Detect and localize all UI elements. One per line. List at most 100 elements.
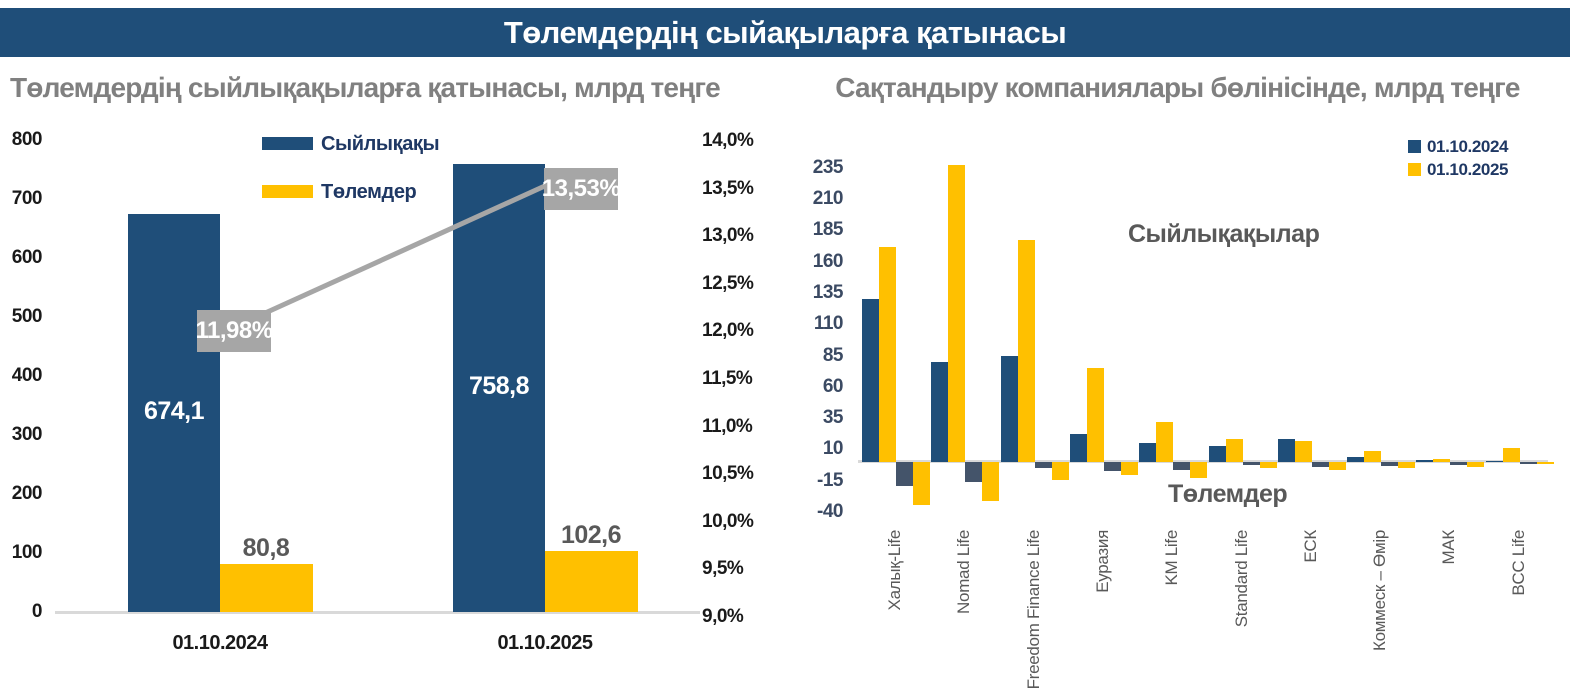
premium-bar: [1485, 460, 1503, 462]
legend-chip: [1408, 140, 1421, 153]
payment-bar: [1259, 462, 1277, 469]
value-axis-tick: -15: [817, 469, 843, 491]
legend-label: Сыйлықақы: [321, 133, 440, 155]
company-label: МАК: [1439, 530, 1459, 565]
payment-value-label: 102,6: [560, 521, 622, 550]
value-axis-tick: 135: [812, 281, 844, 303]
payment-bar: [896, 462, 913, 486]
premium-value-label: 674,1: [143, 397, 205, 426]
ratio-axis-tick: 9,5%: [702, 558, 744, 580]
premium-bar: [1502, 448, 1520, 462]
left-value-axis-tick: 200: [11, 483, 43, 504]
payment-bar: [1190, 462, 1208, 479]
premium-bar: [1433, 459, 1451, 462]
ratio-axis-tick: 14,0%: [702, 130, 754, 151]
ratio-axis-tick: 11,0%: [702, 415, 753, 437]
left-value-axis-tick: 400: [11, 365, 43, 386]
company-label: Standard Life: [1231, 530, 1251, 628]
x-axis-line: [858, 460, 1548, 463]
company-label: ЕСК: [1300, 530, 1320, 563]
payment-bar: [1103, 462, 1121, 471]
payment-bar: [1536, 462, 1554, 464]
value-axis-tick: 160: [812, 250, 844, 272]
payment-bar: [1311, 462, 1329, 467]
payment-value-label: 80,8: [242, 534, 290, 563]
company-label: Freedom Finance Life: [1023, 530, 1043, 690]
left-value-axis-tick: 0: [31, 601, 43, 622]
category-label: 01.10.2025: [497, 632, 593, 654]
legend-chip: [262, 185, 313, 198]
legend-label: Төлемдер: [321, 181, 417, 203]
company-label: Коммеск – Өмір: [1370, 530, 1390, 651]
value-axis-tick: 60: [822, 375, 844, 397]
left-value-axis-tick: 300: [11, 424, 43, 445]
legend-label: 01.10.2025: [1427, 160, 1509, 179]
payment-bar: [913, 462, 930, 505]
premium-bar: [948, 165, 966, 462]
payment-bar: [1173, 462, 1191, 470]
company-label: Еуразия: [1092, 530, 1112, 593]
premium-bar: [1069, 434, 1087, 462]
premium-bar: [1277, 439, 1295, 462]
premium-bar: [1294, 440, 1312, 462]
company-label: Nomad Life: [954, 530, 974, 614]
ratio-label: 11,98%: [195, 310, 273, 353]
value-axis-tick: 210: [812, 188, 844, 210]
value-axis-tick: 185: [812, 219, 844, 241]
payment-bar: [982, 462, 1000, 501]
ratio-axis-tick: 9,0%: [702, 606, 744, 627]
payment-bar: [1398, 462, 1416, 469]
premium-bar: [128, 214, 220, 612]
value-axis-tick: 235: [812, 156, 844, 178]
premium-value-label: 758,8: [468, 372, 530, 401]
left-value-axis-tick: 100: [11, 542, 43, 563]
premium-bar: [1225, 439, 1243, 462]
category-label: 01.10.2024: [172, 632, 268, 654]
value-axis-tick: -40: [817, 501, 843, 523]
premium-bar: [1139, 443, 1157, 462]
x-axis-line: [55, 611, 700, 614]
left-value-axis-tick: 500: [11, 306, 43, 327]
premium-bar: [1347, 456, 1365, 462]
premium-bar: [1416, 460, 1434, 462]
series-annotation: Сыйлықақылар: [1128, 220, 1320, 248]
payment-bar: [1120, 462, 1138, 475]
ratio-label: 13,53%: [542, 167, 621, 210]
premium-bar: [1156, 421, 1174, 462]
premium-bar: [862, 299, 879, 462]
series-annotation: Төлемдер: [1168, 480, 1288, 508]
left-value-axis-tick: 800: [11, 129, 43, 150]
premium-bar: [1364, 450, 1382, 462]
legend-chip: [262, 137, 313, 150]
premium-bar: [1000, 355, 1018, 462]
premium-bar: [879, 246, 896, 462]
value-axis-tick: 110: [813, 313, 844, 335]
ratio-axis-tick: 10,0%: [702, 510, 754, 532]
payment-bar: [965, 462, 983, 483]
value-axis-tick: 35: [822, 407, 844, 429]
value-axis-tick: 10: [822, 438, 844, 460]
payment-bar: [545, 551, 638, 612]
left-chart-title: Төлемдердің сыйлықақыларға қатынасы, млр…: [10, 72, 721, 103]
payment-bar: [1519, 462, 1537, 464]
payment-bar: [1328, 462, 1346, 470]
payment-bar: [1034, 462, 1052, 469]
report-title: Төлемдердің сыйақыларға қатынасы: [503, 14, 1067, 50]
ratio-axis-tick: 12,5%: [702, 272, 754, 294]
left-value-axis-tick: 600: [11, 247, 43, 268]
report-header: Төлемдердің сыйақыларға қатынасы: [0, 8, 1570, 57]
company-label: KM Life: [1162, 530, 1182, 586]
premium-bar: [453, 164, 545, 612]
premium-bar: [931, 361, 949, 462]
premium-bar: [1086, 368, 1104, 462]
payment-bar: [1381, 462, 1399, 466]
company-label: Халық-Life: [885, 530, 904, 611]
ratio-axis-tick: 11,5%: [702, 368, 753, 389]
legend-chip: [1408, 163, 1421, 176]
payment-bar: [1467, 462, 1485, 467]
ratio-axis-tick: 10,5%: [702, 463, 754, 485]
premium-bar: [1017, 240, 1035, 462]
